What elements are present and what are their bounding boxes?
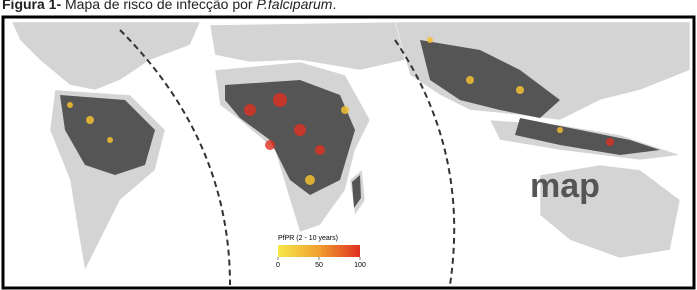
legend-title: PfPR (2 - 10 years) [278,235,338,242]
caption: Figura 1- Mapa de risco de infecção por … [2,0,336,12]
legend-tick-label: 50 [315,262,323,269]
low-risk-spots [67,37,563,185]
legend-colorbar [278,245,360,257]
caption-species: P.falciparum [256,0,333,12]
endemic-area [60,40,660,208]
logo: map [530,167,600,205]
caption-label: Figura 1- [2,0,62,12]
boundary-line [394,39,456,286]
boundary-line [119,29,231,286]
legend-tick-label: 0 [276,262,280,269]
high-risk-spots [244,93,614,155]
caption-end: . [332,0,337,12]
caption-text: Mapa de risco de infecção por [61,0,257,12]
legend-tick-label: 100 [354,262,366,269]
